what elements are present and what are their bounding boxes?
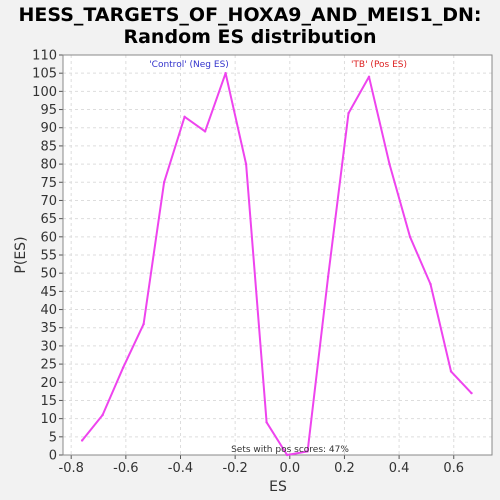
y-tick-label: 80 xyxy=(40,158,57,173)
plot-frame xyxy=(62,54,493,456)
y-tick-label: 35 xyxy=(40,321,57,336)
y-tick-label: 65 xyxy=(40,212,57,227)
y-tick-label: 25 xyxy=(40,358,57,373)
neg-es-label: 'Control' (Neg ES) xyxy=(149,60,229,70)
data-point xyxy=(408,235,412,239)
data-point xyxy=(326,275,330,279)
data-point xyxy=(80,439,84,442)
y-tick-label: 60 xyxy=(40,230,57,245)
x-tick-label: 0.4 xyxy=(389,461,410,476)
y-tick-label: 0 xyxy=(49,449,57,464)
axes: 0 5 10 15 20 25 30 35 40 45 50 55 60 65 70 75 80 85 90 95 10… xyxy=(32,49,493,476)
grid-lines xyxy=(63,54,492,456)
pos-es-label: 'TB' (Pos ES) xyxy=(351,60,407,70)
data-point xyxy=(449,370,453,373)
series-group xyxy=(80,71,473,457)
y-tick-label: 75 xyxy=(40,176,57,191)
data-point xyxy=(121,366,125,369)
data-point xyxy=(306,450,309,453)
data-point xyxy=(285,453,289,457)
x-axis-label: ES xyxy=(269,479,287,495)
y-tick-label: 45 xyxy=(40,285,57,300)
data-point xyxy=(244,162,248,166)
data-point xyxy=(367,75,371,79)
y-tick-label: 70 xyxy=(40,194,57,209)
y-axis-label: P(ES) xyxy=(13,236,29,273)
y-tick-label: 95 xyxy=(40,103,57,118)
y-tick-label: 30 xyxy=(40,339,57,354)
plot-area xyxy=(63,55,492,455)
y-tick-label: 105 xyxy=(32,67,57,82)
data-point xyxy=(429,282,432,286)
data-point xyxy=(388,162,391,166)
x-tick-label: -0.4 xyxy=(168,461,193,476)
data-point xyxy=(265,421,268,424)
x-tick-label: 0.2 xyxy=(334,461,355,476)
y-tick-label: 10 xyxy=(40,412,57,427)
x-tick-label: -0.2 xyxy=(222,461,247,476)
y-tick-label: 85 xyxy=(40,139,57,154)
series-line xyxy=(81,72,473,456)
y-tick-label: 100 xyxy=(32,85,57,100)
data-point xyxy=(162,181,166,184)
chart-title-line-1: HESS_TARGETS_OF_HOXA9_AND_MEIS1_DN: xyxy=(18,4,481,26)
data-point xyxy=(142,322,145,326)
y-tick-label: 5 xyxy=(49,430,57,445)
y-tick-label: 55 xyxy=(40,249,57,264)
data-point xyxy=(224,71,227,75)
y-tick-label: 50 xyxy=(40,267,57,282)
data-point xyxy=(183,115,186,119)
data-point xyxy=(101,413,104,417)
x-tick-label: 0.6 xyxy=(443,461,464,476)
y-tick-label: 90 xyxy=(40,121,57,136)
x-tick-label: -0.6 xyxy=(113,461,138,476)
pos-scores-note: Sets with pos scores: 47% xyxy=(231,445,349,455)
y-tick-label: 40 xyxy=(40,303,57,318)
data-point xyxy=(347,111,350,115)
chart-title-line-2: Random ES distribution xyxy=(123,26,376,48)
y-tick-label: 20 xyxy=(40,376,57,391)
y-tick-label: 15 xyxy=(40,394,57,409)
x-tick-label: 0.0 xyxy=(279,461,300,476)
data-point xyxy=(203,130,207,133)
x-tick-label: -0.8 xyxy=(59,461,84,476)
data-point xyxy=(470,391,473,395)
y-tick-label: 110 xyxy=(32,49,57,64)
